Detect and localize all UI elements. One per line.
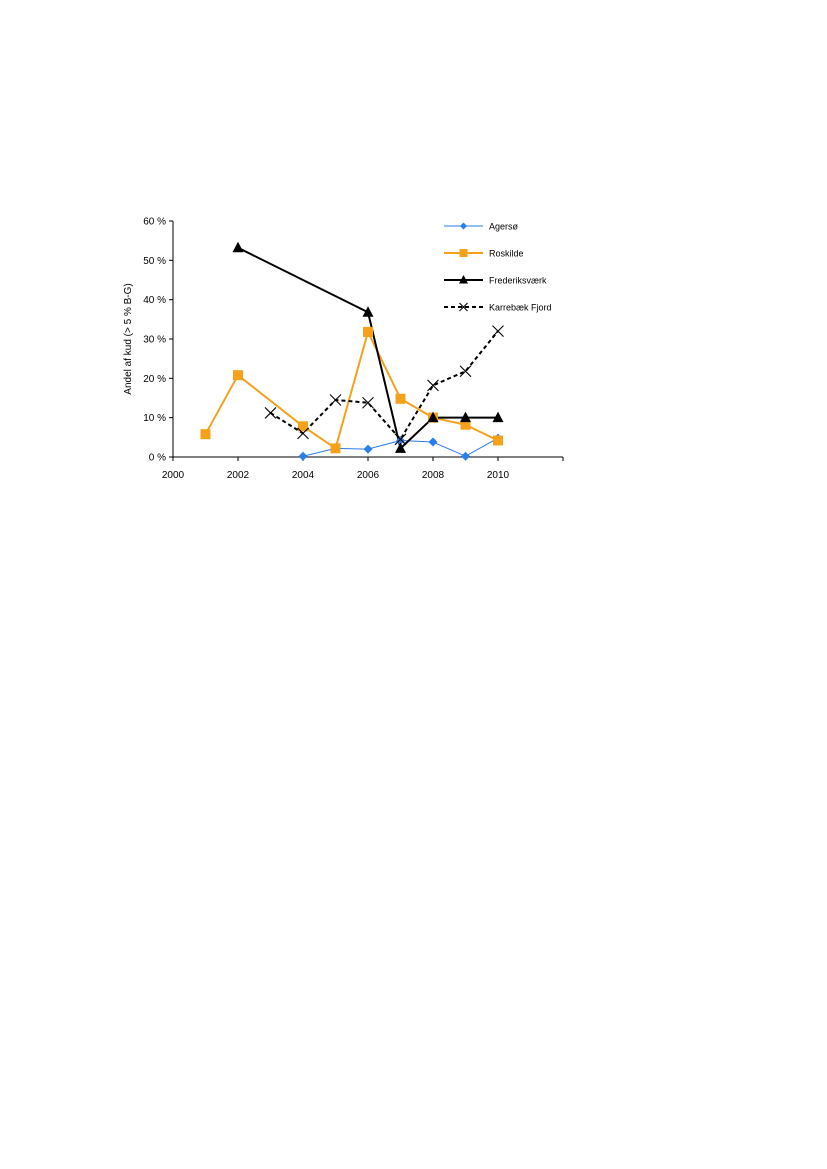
marker-x (329, 394, 342, 406)
marker-square (363, 326, 373, 337)
legend-label-0: Agersø (489, 222, 519, 232)
marker-x (394, 433, 407, 446)
marker-diamond (396, 435, 405, 445)
marker-triangle (492, 411, 504, 423)
series-markers (200, 241, 504, 461)
marker-x-stroke (264, 407, 277, 419)
legend-label-3: Karrebæk Fjord (489, 303, 552, 313)
marker-x-stroke (459, 365, 472, 378)
series-line-3 (269, 330, 499, 441)
x-tick-label: 2008 (422, 470, 445, 481)
marker-x (427, 379, 439, 392)
marker-square (200, 429, 211, 440)
marker-square (395, 393, 406, 404)
marker-diamond (428, 437, 438, 447)
y-tick-label: 0 % (149, 453, 166, 464)
y-tick-label: 60 % (143, 217, 166, 228)
marker-triangle (460, 411, 471, 423)
marker-square (459, 249, 468, 257)
marker-diamond (298, 451, 308, 461)
marker-triangle (395, 442, 406, 453)
x-tick-label: 2010 (487, 470, 510, 481)
marker-x-stroke (427, 379, 439, 392)
marker-triangle (459, 275, 468, 284)
marker-x (459, 302, 468, 312)
marker-square (460, 419, 471, 430)
marker-x-stroke (394, 433, 407, 446)
marker-x-stroke (362, 396, 374, 409)
legend: Agersø Roskilde Frederiksværk Karrebæk Fjor… (444, 222, 552, 313)
x-tick-label: 2000 (162, 470, 185, 481)
y-tick-label: 20 % (143, 374, 166, 385)
marker-x (459, 365, 472, 378)
marker-diamond (363, 444, 373, 454)
marker-triangle (362, 306, 374, 317)
marker-x (362, 396, 374, 409)
axes: 0 % 10 % 20 % 30 % 40 % 50 % 60 % 2000 2002 2004 2… (123, 217, 564, 481)
marker-x (492, 325, 504, 338)
marker-x-stroke (459, 302, 468, 312)
marker-x-stroke (329, 394, 342, 406)
marker-x (297, 427, 309, 440)
y-tick-label: 50 % (143, 256, 166, 267)
marker-square (233, 370, 243, 381)
marker-square (493, 435, 503, 446)
marker-triangle (232, 241, 244, 253)
y-tick-label: 10 % (143, 413, 166, 424)
marker-x-stroke (492, 325, 504, 338)
marker-x (264, 407, 277, 419)
x-tick-label: 2004 (292, 470, 315, 481)
x-tick-label: 2002 (227, 470, 250, 481)
marker-diamond (461, 451, 470, 461)
series-line-2 (237, 246, 498, 450)
marker-square (298, 421, 308, 432)
marker-diamond (460, 222, 467, 230)
marker-square (330, 443, 341, 454)
series-line-1 (204, 330, 499, 450)
legend-label-2: Frederiksværk (489, 276, 547, 286)
marker-triangle (427, 411, 439, 423)
x-tick-label: 2006 (357, 470, 380, 481)
y-axis-label: Andel af kud (> 5 % B-G) (123, 283, 134, 394)
marker-x-stroke (297, 427, 309, 440)
y-tick-label: 30 % (143, 335, 166, 346)
legend-label-1: Roskilde (489, 249, 524, 259)
y-tick-label: 40 % (143, 295, 166, 306)
